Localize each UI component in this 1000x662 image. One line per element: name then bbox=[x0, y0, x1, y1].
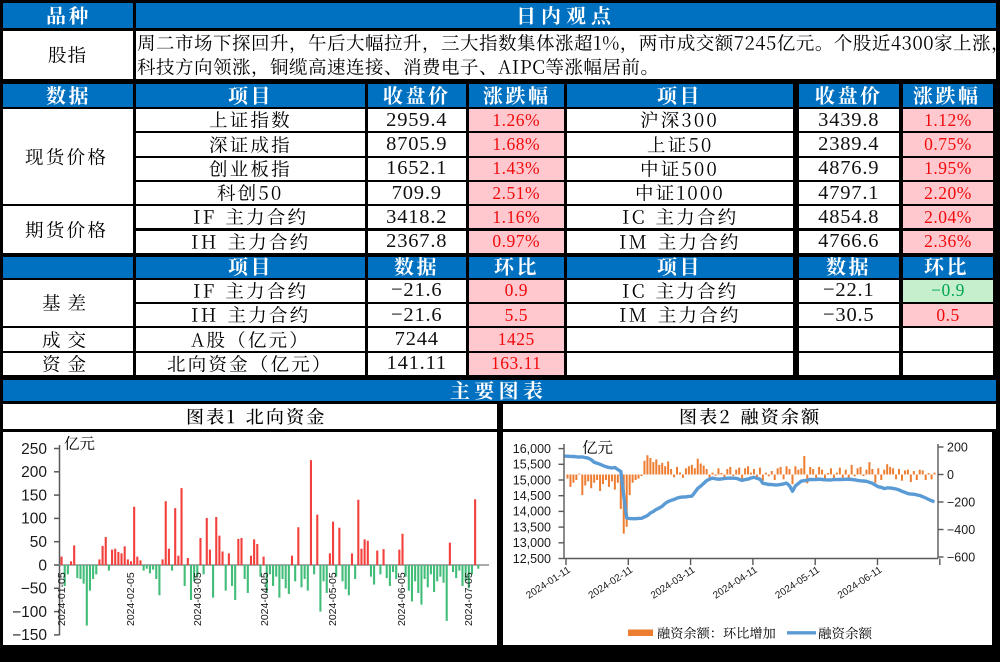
svg-text:−150: −150 bbox=[12, 627, 47, 644]
svg-text:2024-01-11: 2024-01-11 bbox=[524, 565, 573, 602]
svg-text:2024-05-05: 2024-05-05 bbox=[327, 572, 339, 626]
svg-text:16,000: 16,000 bbox=[513, 442, 551, 456]
svg-text:2024-06-05: 2024-06-05 bbox=[396, 572, 408, 626]
svg-text:13,000: 13,000 bbox=[513, 536, 551, 550]
svg-text:2024-07-05: 2024-07-05 bbox=[463, 572, 475, 626]
svg-text:150: 150 bbox=[21, 487, 47, 504]
svg-text:−200: −200 bbox=[947, 495, 975, 509]
svg-text:2024-01-05: 2024-01-05 bbox=[56, 572, 68, 626]
svg-text:−50: −50 bbox=[21, 581, 48, 598]
svg-text:50: 50 bbox=[30, 534, 48, 551]
svg-text:−600: −600 bbox=[947, 550, 975, 564]
svg-text:15,000: 15,000 bbox=[513, 473, 551, 487]
svg-text:2024-02-11: 2024-02-11 bbox=[587, 565, 636, 602]
svg-text:15,500: 15,500 bbox=[513, 458, 551, 472]
svg-text:12,500: 12,500 bbox=[513, 552, 551, 566]
svg-text:14,000: 14,000 bbox=[513, 505, 551, 519]
svg-text:250: 250 bbox=[21, 441, 47, 458]
svg-text:0: 0 bbox=[38, 557, 47, 574]
svg-text:−100: −100 bbox=[12, 604, 47, 621]
svg-text:2024-04-05: 2024-04-05 bbox=[259, 572, 271, 626]
svg-text:2024-06-11: 2024-06-11 bbox=[836, 565, 885, 602]
svg-text:2024-03-11: 2024-03-11 bbox=[649, 565, 698, 602]
svg-text:2024-04-11: 2024-04-11 bbox=[711, 565, 760, 602]
svg-text:13,500: 13,500 bbox=[513, 520, 551, 534]
svg-text:14,500: 14,500 bbox=[513, 489, 551, 503]
svg-text:100: 100 bbox=[21, 511, 47, 528]
svg-text:2024-05-11: 2024-05-11 bbox=[774, 565, 823, 602]
svg-text:200: 200 bbox=[21, 464, 47, 481]
svg-text:200: 200 bbox=[947, 440, 968, 454]
svg-text:2024-03-05: 2024-03-05 bbox=[192, 572, 204, 626]
svg-text:2024-02-05: 2024-02-05 bbox=[125, 572, 137, 626]
svg-text:−400: −400 bbox=[947, 523, 975, 537]
svg-text:0: 0 bbox=[947, 468, 954, 482]
